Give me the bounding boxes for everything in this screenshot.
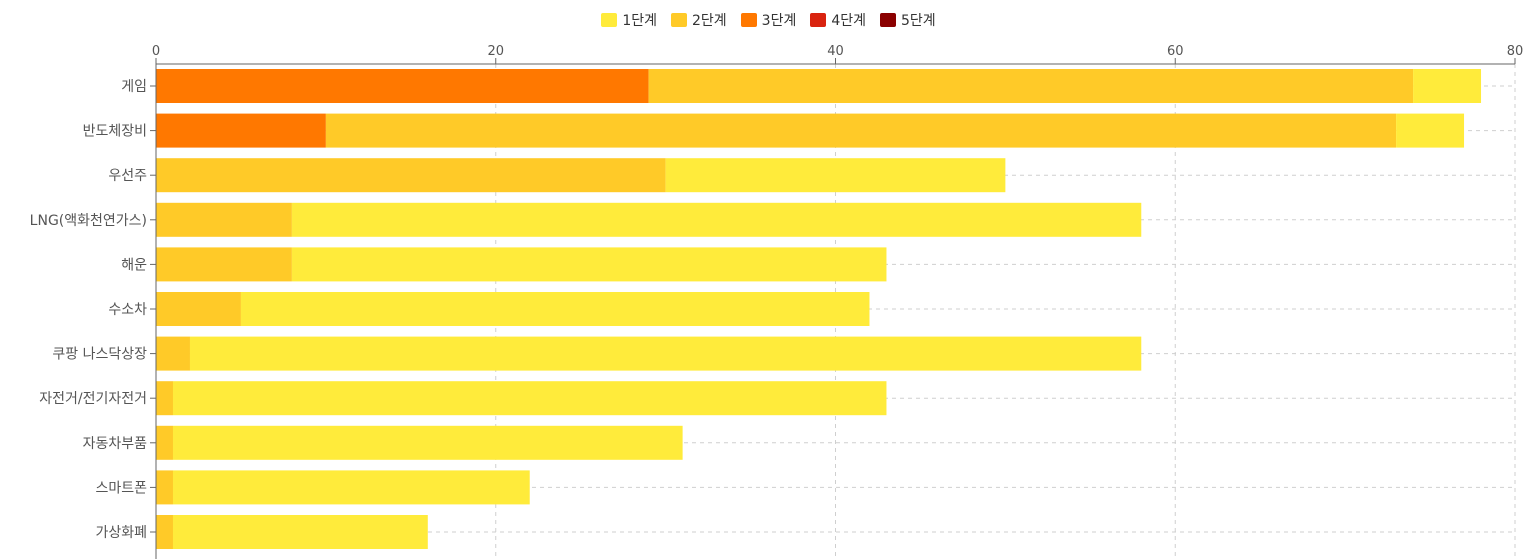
bar-segment[interactable] [648,69,1414,103]
legend-swatch [670,13,687,27]
bar-segment[interactable] [325,113,1397,148]
bar-segment[interactable] [240,292,870,326]
category-label: 자전거/전기자전거 [39,391,147,407]
legend-label: 1단계 [622,13,657,29]
bar-segment[interactable] [189,336,1142,371]
legend-item[interactable]: 3단계 [740,10,797,30]
legend-item[interactable]: 5단계 [880,10,936,30]
x-tick-label: 20 [487,44,504,59]
legend-swatch [740,13,757,27]
bar-segment[interactable] [156,425,173,460]
bar-segment[interactable] [156,158,666,193]
legend-label: 4단계 [831,13,866,29]
x-tick-label: 60 [1167,44,1184,59]
bar-segment[interactable] [1396,113,1465,148]
x-tick-label: 80 [1507,44,1524,59]
legend-swatch [880,13,896,27]
bar-segment[interactable] [156,336,190,371]
category-label: 스마트폰 [95,480,147,496]
bar-segment[interactable] [156,381,173,416]
category-label: 수소차 [108,302,147,318]
legend-label: 2단계 [691,13,727,29]
category-label: 해운 [121,257,147,273]
legend-label: 5단계 [901,13,936,29]
bar-segment[interactable] [172,470,530,505]
bar-segment[interactable] [1413,69,1482,103]
bar-segment[interactable] [156,292,241,326]
bar-segment[interactable] [172,381,887,416]
category-label: LNG(액화천연가스) [30,213,147,229]
category-label: 반도체장비 [83,124,147,140]
bar-segment[interactable] [156,470,173,505]
legend-item[interactable]: 2단계 [670,10,727,30]
legend-swatch [601,13,618,27]
bar-segment[interactable] [665,158,1006,193]
category-label: 가상화폐 [95,525,147,541]
category-label: 쿠팡 나스닥상장 [52,347,147,363]
bar-segment[interactable] [156,247,292,282]
category-label: 자동차부품 [83,436,148,452]
bar-segment[interactable] [291,247,887,282]
legend-swatch [810,13,827,27]
bar-segment[interactable] [156,113,326,148]
bar-segment[interactable] [156,202,292,237]
chart-legend: 1단계 2단계 3단계 4단계 5단계 [0,9,1537,31]
legend-label: 3단계 [761,13,797,29]
bar-segment[interactable] [172,425,683,460]
bar-segment[interactable] [291,202,1142,237]
bar-segment[interactable] [172,515,428,549]
bar-segment[interactable] [156,69,649,103]
bar-segment[interactable] [156,515,173,549]
category-label: 우선주 [108,168,147,184]
category-label: 게임 [121,79,147,95]
legend-item[interactable]: 1단계 [601,10,657,30]
x-tick-label: 0 [152,44,160,59]
legend-item[interactable]: 4단계 [810,10,866,30]
x-tick-label: 40 [827,44,844,59]
